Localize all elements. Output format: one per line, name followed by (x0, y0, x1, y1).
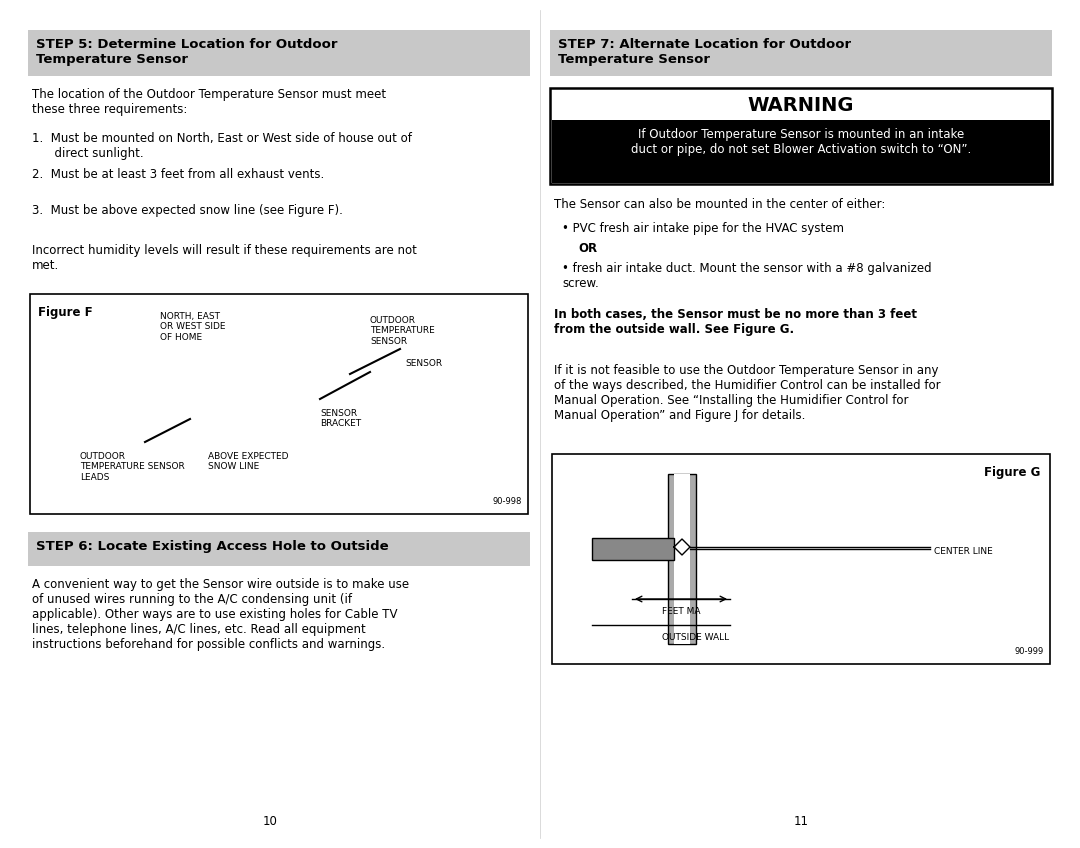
Text: If it is not feasible to use the Outdoor Temperature Sensor in any
of the ways d: If it is not feasible to use the Outdoor… (554, 364, 941, 422)
Text: SENSOR
BRACKET: SENSOR BRACKET (320, 409, 361, 428)
Text: STEP 7: Alternate Location for Outdoor
Temperature Sensor: STEP 7: Alternate Location for Outdoor T… (558, 38, 851, 66)
Bar (28, 30, 530, 76)
Text: Figure F: Figure F (38, 306, 93, 319)
Text: • fresh air intake duct. Mount the sensor with a #8 galvanized
screw.: • fresh air intake duct. Mount the senso… (562, 262, 932, 290)
Text: 3.  Must be above expected snow line (see Figure F).: 3. Must be above expected snow line (see… (32, 204, 342, 217)
Text: • PVC fresh air intake pipe for the HVAC system: • PVC fresh air intake pipe for the HVAC… (562, 222, 843, 235)
Text: The Sensor can also be mounted in the center of either:: The Sensor can also be mounted in the ce… (554, 198, 886, 211)
Text: SENSOR: SENSOR (405, 359, 442, 368)
Bar (30, 294, 528, 514)
Text: OUTDOOR
TEMPERATURE
SENSOR: OUTDOOR TEMPERATURE SENSOR (370, 316, 435, 346)
Text: CENTER LINE: CENTER LINE (934, 546, 993, 555)
Bar (552, 454, 1050, 664)
Text: 10: 10 (262, 815, 278, 828)
Bar (674, 474, 690, 644)
Text: The location of the Outdoor Temperature Sensor must meet
these three requirement: The location of the Outdoor Temperature … (32, 88, 387, 116)
Bar (550, 30, 1052, 76)
Text: OUTSIDE WALL: OUTSIDE WALL (662, 633, 729, 642)
Text: STEP 6: Locate Existing Access Hole to Outside: STEP 6: Locate Existing Access Hole to O… (36, 540, 389, 553)
Bar (592, 538, 674, 560)
Text: 90-998: 90-998 (492, 497, 522, 506)
Text: Figure G: Figure G (984, 466, 1040, 479)
Text: In both cases, the Sensor must be no more than 3 feet
from the outside wall. See: In both cases, the Sensor must be no mor… (554, 308, 917, 336)
Text: OUTDOOR
TEMPERATURE SENSOR
LEADS: OUTDOOR TEMPERATURE SENSOR LEADS (80, 452, 185, 482)
Text: WARNING: WARNING (747, 96, 854, 115)
Text: A convenient way to get the Sensor wire outside is to make use
of unused wires r: A convenient way to get the Sensor wire … (32, 578, 409, 651)
Bar (550, 88, 1052, 184)
Text: 1.  Must be mounted on North, East or West side of house out of
      direct sun: 1. Must be mounted on North, East or Wes… (32, 132, 411, 160)
Bar (28, 532, 530, 566)
Text: 2.  Must be at least 3 feet from all exhaust vents.: 2. Must be at least 3 feet from all exha… (32, 168, 324, 181)
Text: 90-999: 90-999 (1015, 647, 1044, 656)
Bar (552, 120, 1050, 183)
Text: ABOVE EXPECTED
SNOW LINE: ABOVE EXPECTED SNOW LINE (208, 452, 288, 471)
Text: If Outdoor Temperature Sensor is mounted in an intake
duct or pipe, do not set B: If Outdoor Temperature Sensor is mounted… (631, 128, 971, 156)
Bar (669, 474, 696, 644)
Text: NORTH, EAST
OR WEST SIDE
OF HOME: NORTH, EAST OR WEST SIDE OF HOME (160, 312, 226, 342)
Text: FEET MA: FEET MA (662, 607, 701, 616)
Text: Incorrect humidity levels will result if these requirements are not
met.: Incorrect humidity levels will result if… (32, 244, 417, 272)
Text: 11: 11 (794, 815, 809, 828)
Text: OR: OR (578, 242, 597, 255)
Text: STEP 5: Determine Location for Outdoor
Temperature Sensor: STEP 5: Determine Location for Outdoor T… (36, 38, 337, 66)
